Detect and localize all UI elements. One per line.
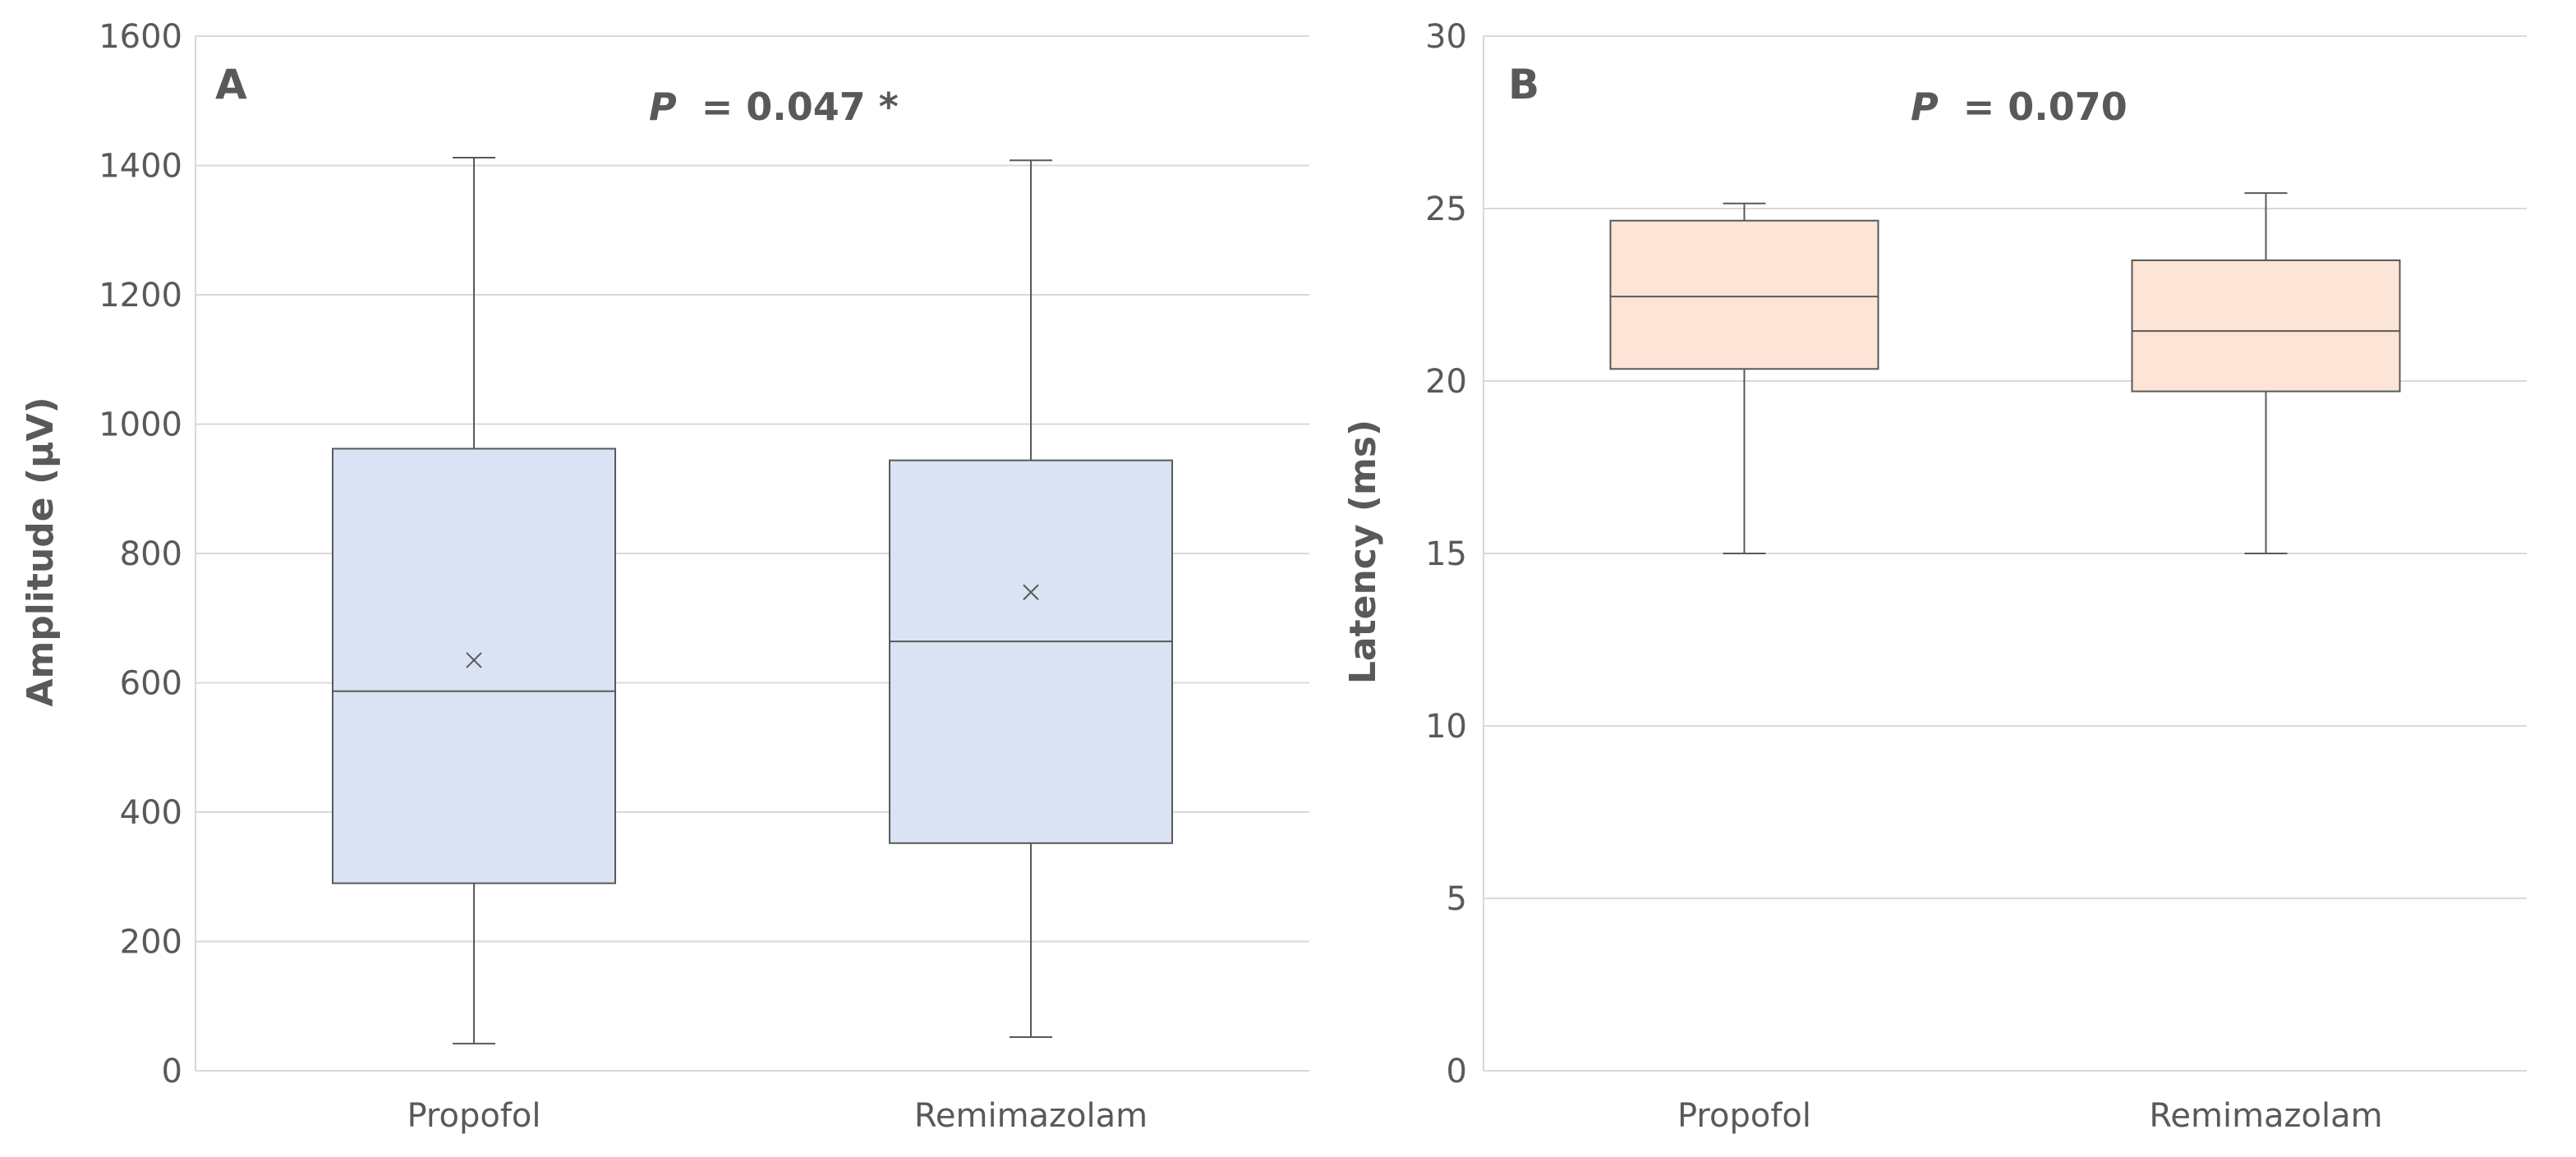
amplitude-p-value: P = 0.047 * — [649, 85, 899, 129]
amplitude-chart: 0 200 400 600 800 1000 1200 1400 1600 Propofol Re… — [20, 18, 1309, 1135]
panel-label-a: A — [215, 61, 247, 108]
amplitude-x-tick-label: Propofol — [407, 1097, 541, 1135]
amplitude-y-axis-title: Amplitude (μV) — [20, 397, 62, 706]
amplitude-y-tick-label: 1600 — [99, 18, 182, 56]
amplitude-y-tick-label: 200 — [120, 924, 182, 962]
iqr-box — [1609, 219, 1879, 370]
latency-y-ticks: 0 5 10 15 20 25 30 — [1425, 18, 1467, 1090]
latency-boxplots — [1609, 192, 2401, 554]
amplitude-y-tick-label: 1400 — [99, 148, 182, 186]
panel-label-b: B — [1508, 61, 1539, 108]
latency-y-tick-label: 15 — [1425, 535, 1467, 573]
latency-y-tick-label: 5 — [1447, 880, 1467, 918]
amplitude-box-propofol — [332, 157, 616, 1045]
amplitude-y-tick-label: 1000 — [99, 406, 182, 444]
latency-x-ticks: Propofol Remimazolam — [1677, 1097, 2383, 1135]
amplitude-box-remimazolam — [889, 159, 1173, 1039]
amplitude-y-tick-label: 800 — [120, 535, 182, 573]
latency-y-tick-label: 10 — [1425, 708, 1467, 746]
amplitude-y-ticks: 0 200 400 600 800 1000 1200 1400 1600 — [99, 18, 182, 1090]
amplitude-y-tick-label: 0 — [162, 1053, 182, 1090]
latency-x-tick-label: Propofol — [1677, 1097, 1811, 1135]
latency-chart: 0 5 10 15 20 25 30 Propofol Remimazolam Latency… — [1342, 18, 2527, 1135]
iqr-box — [332, 448, 616, 884]
amplitude-p-text: = 0.047 * — [702, 85, 899, 129]
amplitude-y-tick-label: 1200 — [99, 277, 182, 315]
latency-p-text: = 0.070 — [1963, 85, 2128, 129]
latency-box-propofol — [1609, 202, 1879, 554]
latency-y-axis-title: Latency (ms) — [1342, 420, 1384, 684]
latency-p-symbol: P — [1911, 85, 1939, 129]
amplitude-p-symbol: P — [649, 85, 677, 129]
iqr-box — [889, 459, 1173, 844]
latency-y-tick-label: 20 — [1425, 363, 1467, 401]
amplitude-boxplots — [332, 157, 1173, 1045]
mean-marker — [1023, 584, 1039, 600]
amplitude-x-tick-label: Remimazolam — [914, 1097, 1148, 1135]
latency-x-tick-label: Remimazolam — [2149, 1097, 2382, 1135]
latency-y-tick-label: 30 — [1425, 18, 1467, 56]
latency-p-value: P = 0.070 — [1911, 85, 2128, 129]
mean-marker — [466, 652, 482, 668]
latency-y-tick-label: 25 — [1425, 191, 1467, 228]
latency-gridlines — [1483, 35, 2527, 1072]
latency-y-tick-label: 0 — [1447, 1053, 1467, 1090]
amplitude-y-tick-label: 600 — [120, 665, 182, 703]
amplitude-x-ticks: Propofol Remimazolam — [407, 1097, 1148, 1135]
iqr-box — [2131, 259, 2401, 393]
latency-box-remimazolam — [2131, 192, 2401, 554]
amplitude-y-tick-label: 400 — [120, 794, 182, 832]
